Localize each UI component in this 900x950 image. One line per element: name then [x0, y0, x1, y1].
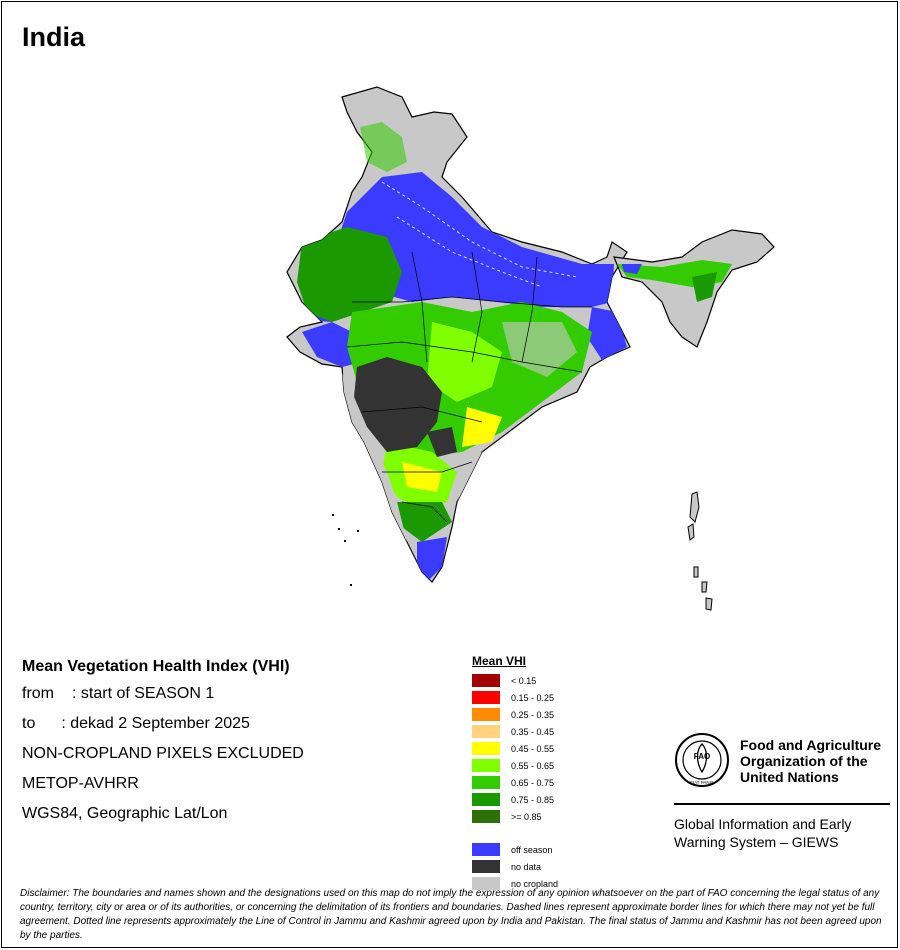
info-heading: Mean Vegetation Health Index (VHI) — [22, 658, 290, 675]
svg-text:FAO: FAO — [694, 752, 710, 761]
legend-class-label: 0.65 - 0.75 — [511, 777, 555, 788]
legend-class-item: 0.65 - 0.75 — [472, 774, 558, 791]
legend-class-swatch — [472, 742, 500, 755]
legend-class-item: < 0.15 — [472, 672, 558, 689]
legend-class-item: 0.25 - 0.35 — [472, 706, 558, 723]
legend-classes: < 0.15 0.15 - 0.25 0.25 - 0.35 0.35 - 0.45 0… — [472, 672, 558, 825]
legend-class-item: 0.45 - 0.55 — [472, 740, 558, 757]
legend-class-label: 0.55 - 0.65 — [511, 760, 555, 771]
info-from: from : start of SEASON 1 — [22, 685, 304, 715]
legend-class-label: >= 0.85 — [511, 811, 542, 822]
legend-class-label: < 0.15 — [511, 675, 537, 686]
legend-class-item: 0.75 - 0.85 — [472, 791, 558, 808]
svg-text:FIAT PANIS: FIAT PANIS — [690, 780, 714, 785]
info-sensor: METOP-AVHRR — [22, 775, 139, 792]
legend-class-item: >= 0.85 — [472, 808, 558, 825]
info-to: to : dekad 2 September 2025 — [22, 715, 304, 745]
from-value: : start of SEASON 1 — [72, 685, 215, 702]
legend-other: off season no data no cropland — [472, 841, 558, 892]
legend-other-item: off season — [472, 841, 558, 858]
fao-divider — [674, 803, 890, 805]
legend-other-item: no data — [472, 858, 558, 875]
fao-logo-icon: FAO FIAT PANIS — [675, 733, 729, 787]
northeast-region — [613, 229, 775, 348]
legend-class-swatch — [472, 708, 500, 721]
legend-other-label: no cropland — [511, 878, 559, 889]
lakshadweep-islands — [332, 514, 359, 586]
fao-org-name: Food and Agriculture Organization of the… — [740, 737, 882, 785]
legend-class-swatch — [472, 725, 500, 738]
legend-other-label: no data — [511, 861, 542, 872]
legend-class-item: 0.35 - 0.45 — [472, 723, 558, 740]
mainland-region — [286, 86, 631, 583]
info-panel: Mean Vegetation Health Index (VHI) from:… — [22, 658, 304, 835]
legend-class-label: 0.35 - 0.45 — [511, 726, 555, 737]
legend-title: Mean VHI — [472, 654, 527, 668]
legend-class-label: 0.75 - 0.85 — [511, 794, 555, 805]
disclaimer: Disclaimer: The boundaries and names sho… — [20, 888, 882, 941]
to-value: : dekad 2 September 2025 — [61, 715, 250, 732]
legend-class-swatch — [472, 776, 500, 789]
legend-other-swatch — [472, 843, 500, 856]
legend-class-item: 0.55 - 0.65 — [472, 757, 558, 774]
legend-other-swatch — [472, 860, 500, 873]
info-projection: WGS84, Geographic Lat/Lon — [22, 805, 228, 822]
india-vhi-map — [286, 86, 775, 611]
legend-class-swatch — [472, 810, 500, 823]
info-mask: NON-CROPLAND PIXELS EXCLUDED — [22, 745, 304, 762]
legend-class-label: 0.45 - 0.55 — [511, 743, 555, 754]
legend-class-swatch — [472, 793, 500, 806]
legend-class-label: 0.15 - 0.25 — [511, 692, 555, 703]
to-label: to — [22, 715, 36, 732]
legend: Mean VHI < 0.15 0.15 - 0.25 0.25 - 0.35 0.3… — [472, 654, 558, 892]
legend-class-swatch — [472, 759, 500, 772]
legend-other-item: no cropland — [472, 875, 558, 892]
legend-class-label: 0.25 - 0.35 — [511, 709, 555, 720]
legend-class-swatch — [472, 691, 500, 704]
legend-other-label: off season — [511, 844, 553, 855]
legend-other-swatch — [472, 877, 500, 890]
giews-name: Global Information and Early Warning Sys… — [674, 816, 852, 850]
map-title: India — [22, 22, 86, 52]
andaman-nicobar-islands — [687, 491, 713, 611]
from-label: from — [22, 685, 54, 702]
legend-class-swatch — [472, 674, 500, 687]
legend-class-item: 0.15 - 0.25 — [472, 689, 558, 706]
